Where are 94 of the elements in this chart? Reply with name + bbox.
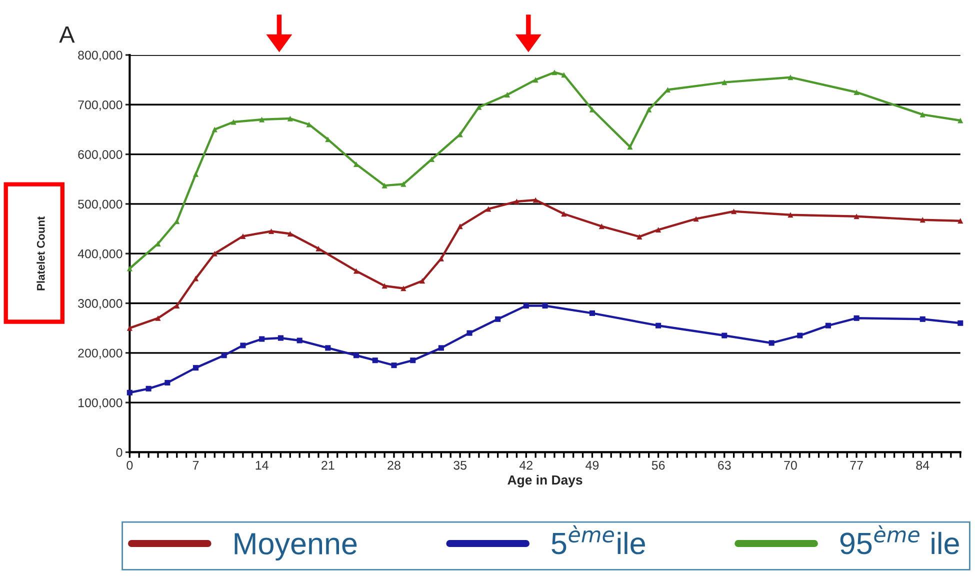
y-tick-label: 300,000: [78, 299, 122, 310]
chart-title: A: [59, 26, 75, 43]
y-tick-label: 0: [116, 448, 122, 457]
point: [768, 340, 774, 346]
point: [410, 358, 416, 364]
point: [400, 181, 406, 187]
point: [495, 316, 501, 322]
x-tick-label: 35: [454, 460, 466, 470]
legend-label: Moyenne: [234, 533, 357, 561]
point: [958, 118, 964, 124]
point: [504, 92, 510, 98]
point: [287, 230, 293, 237]
point: [532, 77, 538, 83]
point: [598, 224, 604, 230]
point: [627, 144, 633, 150]
point: [192, 276, 199, 282]
point: [316, 246, 322, 252]
y-axis-title: Platelet Count: [36, 216, 45, 290]
point: [287, 116, 293, 122]
point: [278, 335, 284, 341]
point: [797, 332, 803, 338]
point: [788, 212, 794, 218]
point: [372, 358, 378, 364]
point: [656, 226, 662, 233]
y-tick-label: 100,000: [78, 398, 122, 409]
x-tick-label: 0: [126, 460, 133, 470]
point: [146, 386, 152, 392]
x-tick-label: 21: [322, 460, 334, 470]
point: [240, 342, 246, 348]
point: [353, 268, 360, 274]
y-tick-label: 400,000: [78, 249, 122, 260]
point: [693, 216, 699, 222]
point: [589, 310, 595, 316]
legend-label: 95$^{ème}$ ile: [840, 525, 959, 554]
point: [476, 104, 482, 110]
x-tick-label: 77: [850, 460, 863, 470]
point: [420, 278, 426, 284]
x-tick-label: 7: [192, 460, 199, 470]
x-axis-title: Age in Days: [508, 474, 582, 488]
y-tick-label: 800,000: [78, 50, 122, 62]
point: [382, 182, 388, 188]
point: [722, 332, 728, 338]
point: [174, 302, 180, 309]
x-tick-label: 28: [388, 460, 400, 470]
point: [192, 171, 199, 177]
point: [854, 214, 860, 220]
point: [155, 315, 161, 321]
point: [542, 302, 548, 309]
x-tick-label: 63: [718, 460, 731, 470]
point: [646, 106, 652, 112]
point: [656, 322, 662, 328]
point: [391, 362, 397, 368]
point: [532, 197, 538, 203]
x-tick-label: 42: [519, 460, 532, 470]
y-tick-label: 700,000: [78, 100, 122, 111]
point: [438, 345, 444, 351]
point: [268, 228, 274, 234]
point: [382, 283, 388, 289]
point: [636, 234, 642, 240]
point: [958, 320, 964, 326]
point: [296, 338, 302, 344]
point: [552, 70, 558, 76]
x-tick-label: 49: [586, 460, 599, 470]
y-tick-label: 600,000: [78, 150, 122, 160]
point: [854, 315, 860, 321]
point: [854, 89, 860, 96]
point: [126, 325, 132, 331]
point: [126, 266, 132, 272]
point: [230, 119, 236, 125]
y-tick-label: 200,000: [78, 348, 122, 360]
point: [126, 390, 132, 396]
x-tick-label: 84: [916, 460, 930, 470]
point: [240, 233, 246, 239]
point: [259, 116, 265, 122]
point: [920, 316, 926, 322]
x-tick-label: 14: [256, 460, 268, 470]
point: [325, 345, 331, 351]
x-tick-label: 70: [784, 460, 797, 470]
point: [192, 365, 199, 371]
point: [259, 336, 265, 342]
point: [523, 302, 529, 309]
point: [825, 322, 831, 328]
y-tick-label: 500,000: [78, 200, 122, 210]
point: [400, 286, 406, 292]
point: [788, 74, 794, 80]
point: [221, 352, 227, 358]
point: [353, 352, 360, 358]
x-tick-label: 56: [652, 460, 665, 470]
point: [731, 208, 737, 214]
point: [920, 112, 926, 118]
point: [466, 330, 472, 336]
point: [457, 224, 463, 230]
point: [164, 380, 170, 386]
legend-label: 5$^{ème}$ile: [552, 525, 645, 554]
